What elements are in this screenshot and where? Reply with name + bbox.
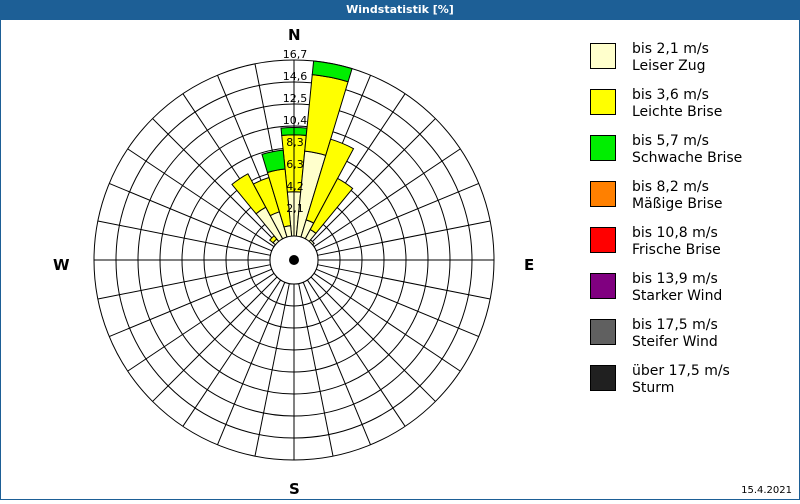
legend-range: bis 5,7 m/s [632, 133, 742, 150]
grid-spoke [299, 284, 333, 457]
legend-name: Sturm [632, 380, 730, 397]
legend-name: Steifer Wind [632, 334, 718, 351]
radial-tick-label: 16,7 [283, 48, 308, 61]
grid-spoke [98, 221, 271, 255]
window-title: Windstatistik [%] [0, 0, 800, 20]
legend-range: über 17,5 m/s [632, 363, 730, 380]
legend-swatch [590, 181, 616, 207]
wind-rose-chart: 2,1 4,2 6,3 8,3 10,4 12,5 14,6 16,7 N E S W [0, 20, 560, 500]
grid-spoke [316, 269, 479, 336]
legend-name: Mäßige Brise [632, 196, 722, 213]
legend-swatch [590, 227, 616, 253]
legend-range: bis 3,6 m/s [632, 87, 722, 104]
direction-north-label: N [288, 26, 301, 44]
radial-tick-label: 14,6 [283, 70, 308, 83]
radial-tick-label: 10,4 [283, 114, 308, 127]
grid-spoke [217, 282, 284, 445]
radial-tick-label: 6,3 [286, 158, 304, 171]
grid-spoke [318, 221, 491, 255]
radial-tick-label: 8,3 [286, 136, 304, 149]
legend-name: Starker Wind [632, 288, 722, 305]
legend-swatch [590, 273, 616, 299]
legend-range: bis 2,1 m/s [632, 41, 709, 58]
direction-west-label: W [53, 256, 70, 274]
legend-range: bis 8,2 m/s [632, 179, 722, 196]
grid-spoke [318, 265, 491, 299]
legend-swatch [590, 319, 616, 345]
legend-name: Schwache Brise [632, 150, 742, 167]
legend-swatch [590, 135, 616, 161]
grid-spoke [153, 277, 277, 401]
grid-spoke [255, 284, 289, 457]
legend-name: Leiser Zug [632, 58, 709, 75]
grid-spoke [153, 119, 277, 243]
wind-wedge [262, 150, 285, 172]
grid-spoke [109, 269, 272, 336]
grid-spoke [303, 282, 370, 445]
direction-south-label: S [289, 480, 300, 498]
legend-swatch [590, 89, 616, 115]
legend-range: bis 13,9 m/s [632, 271, 722, 288]
legend-name: Leichte Brise [632, 104, 722, 121]
radial-tick-label: 12,5 [283, 92, 308, 105]
radial-tick-label: 2,1 [286, 202, 304, 215]
legend-name: Frische Brise [632, 242, 721, 259]
legend-range: bis 10,8 m/s [632, 225, 721, 242]
date-label: 15.4.2021 [741, 485, 792, 496]
center-hub [289, 255, 299, 265]
grid-spoke [98, 265, 271, 299]
legend-swatch [590, 365, 616, 391]
grid-spoke [311, 277, 435, 401]
legend-range: bis 17,5 m/s [632, 317, 718, 334]
legend-swatch [590, 43, 616, 69]
direction-east-label: E [524, 256, 534, 274]
wind-rose-svg: 2,1 4,2 6,3 8,3 10,4 12,5 14,6 16,7 [0, 20, 560, 500]
radial-tick-label: 4,2 [286, 180, 304, 193]
